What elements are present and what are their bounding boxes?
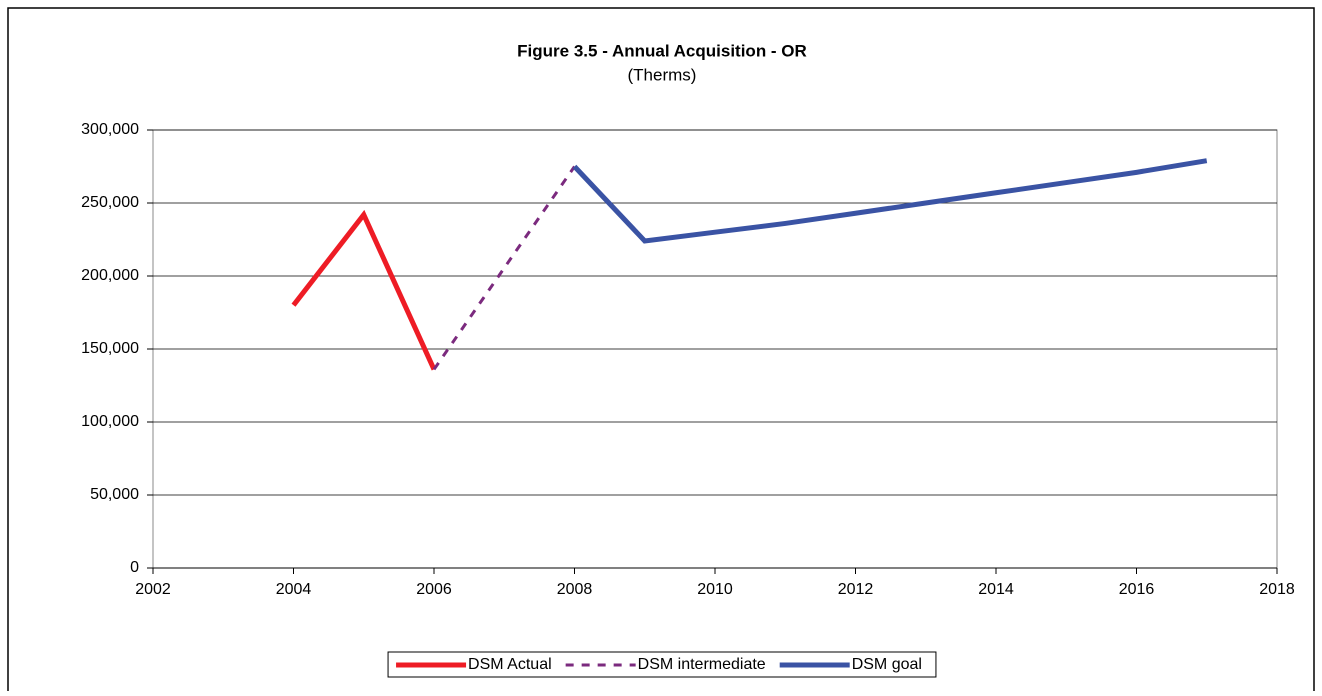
- x-tick-label: 2018: [1259, 581, 1295, 598]
- chart-subtitle: (Therms): [628, 65, 697, 84]
- x-tick-label: 2002: [135, 581, 171, 598]
- y-tick-label: 50,000: [90, 486, 139, 503]
- y-tick-label: 0: [130, 559, 139, 576]
- y-tick-label: 150,000: [81, 340, 139, 357]
- legend-label: DSM Actual: [468, 656, 552, 673]
- series-line: [291, 209, 437, 371]
- y-tick-label: 100,000: [81, 413, 139, 430]
- x-tick-label: 2010: [697, 581, 733, 598]
- x-tick-label: 2004: [276, 581, 312, 598]
- y-tick-label: 200,000: [81, 267, 139, 284]
- x-tick-label: 2006: [416, 581, 452, 598]
- chart-title: Figure 3.5 - Annual Acquisition - OR: [517, 41, 807, 60]
- chart-border: [7, 7, 1315, 696]
- legend-label: DSM goal: [852, 656, 922, 673]
- x-tick-label: 2012: [838, 581, 874, 598]
- x-tick-label: 2008: [557, 581, 593, 598]
- y-tick-label: 250,000: [81, 194, 139, 211]
- series-line: [572, 158, 1208, 244]
- x-tick-label: 2014: [978, 581, 1014, 598]
- x-tick-label: 2016: [1119, 581, 1155, 598]
- y-tick-label: 300,000: [81, 121, 139, 138]
- legend-label: DSM intermediate: [638, 656, 766, 673]
